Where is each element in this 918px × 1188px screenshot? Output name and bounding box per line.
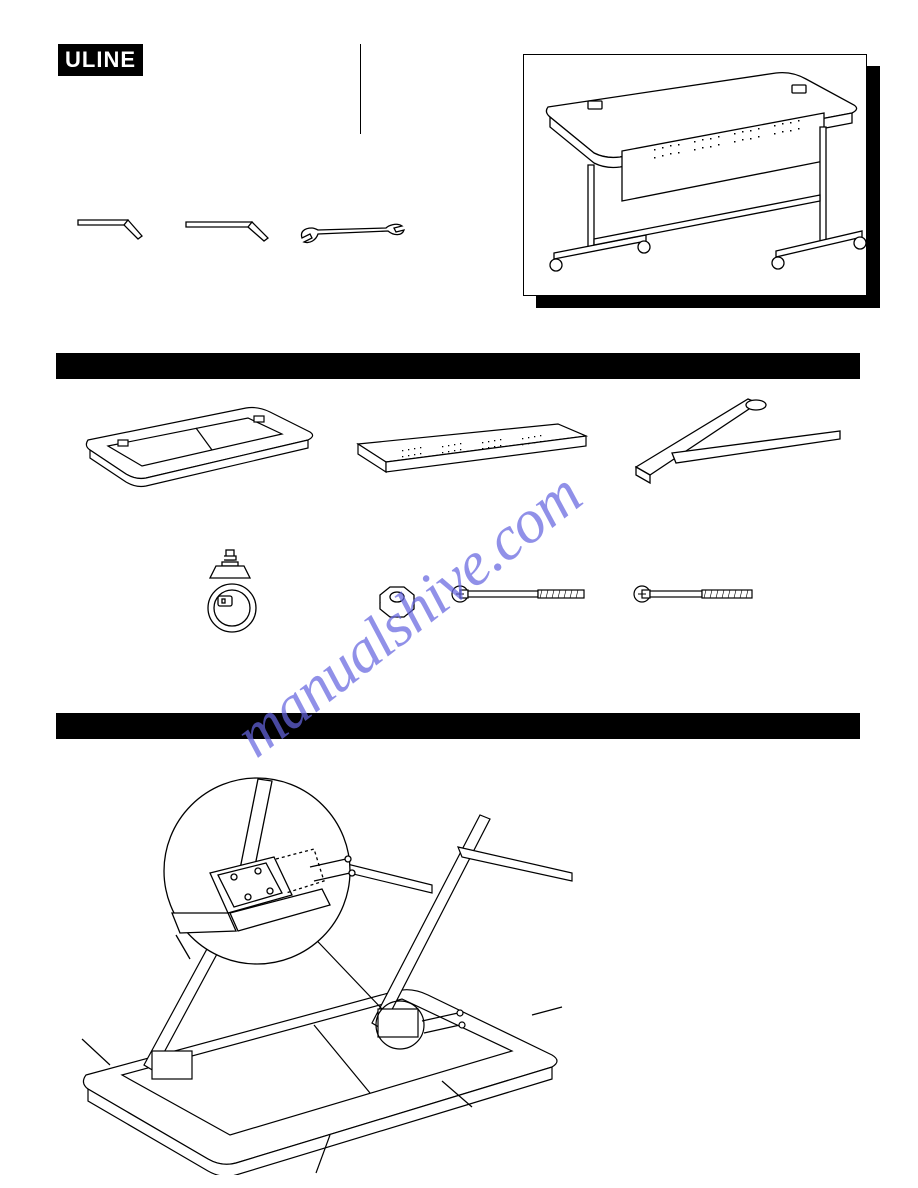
header-divider	[360, 44, 361, 134]
tool-open-wrench	[298, 222, 408, 246]
tool-hex-wrench-small	[74, 214, 150, 244]
brand-logo: ULINE	[58, 44, 143, 76]
part-modesty-panel	[352, 420, 592, 476]
part-caster	[190, 548, 274, 646]
section-bar-parts	[56, 353, 860, 379]
product-illustration-box	[523, 54, 867, 296]
tool-hex-wrench-large	[182, 216, 276, 246]
section-bar-assembly	[56, 713, 860, 739]
part-t-leg	[628, 395, 846, 491]
product-table-svg	[524, 55, 868, 297]
assembly-illustration	[62, 755, 582, 1175]
part-bolt-long	[450, 582, 590, 606]
part-bolt-short	[632, 582, 758, 606]
part-tabletop-frame	[78, 402, 318, 492]
part-hex-nut	[372, 583, 420, 619]
page: ULINE	[0, 0, 918, 1188]
